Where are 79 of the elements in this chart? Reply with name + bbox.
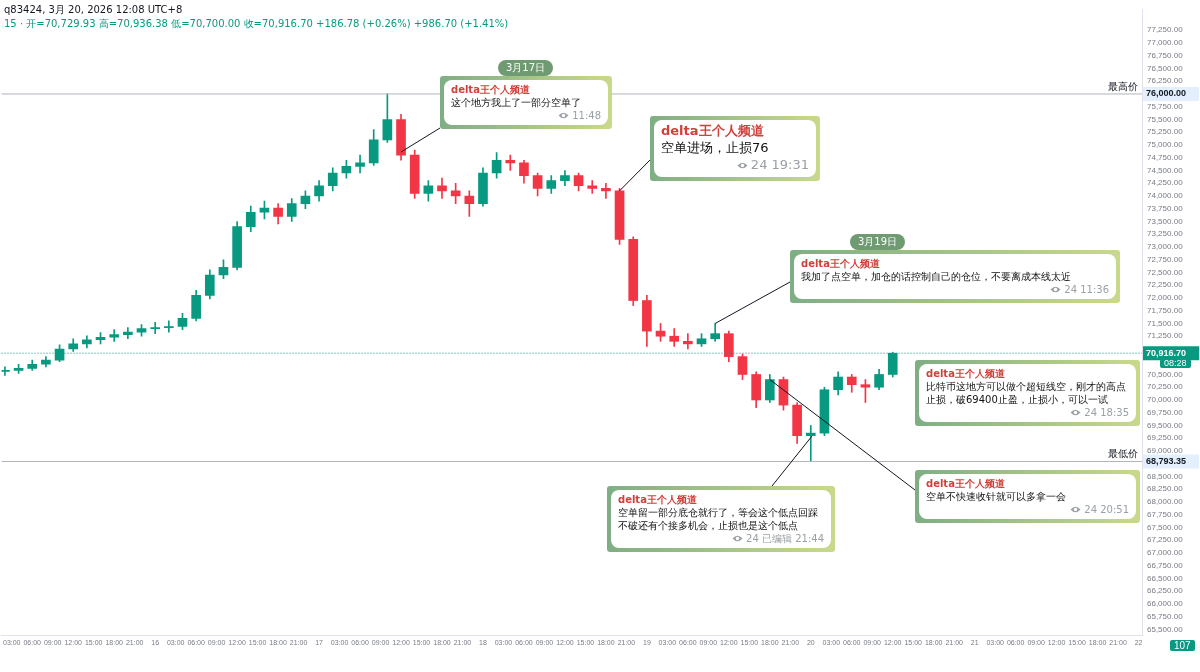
y-tick-label: 74,250.00	[1147, 178, 1184, 188]
chart-title: q83424, 3月 20, 2026 12:08 UTC+8	[4, 3, 183, 17]
y-tick-label: 70,250.00	[1147, 382, 1184, 392]
candlestick	[587, 180, 598, 194]
y-tick-label: 66,250.00	[1147, 586, 1184, 596]
y-tick-label: 69,500.00	[1147, 420, 1184, 430]
y-tick-label: 77,250.00	[1147, 25, 1184, 35]
y-tick-label: 76,250.00	[1147, 76, 1184, 86]
y-tick-label: 69,250.00	[1147, 433, 1184, 443]
y-tick-label: 68,000.00	[1147, 497, 1184, 507]
annotation: 24 18:35	[1084, 406, 1129, 419]
annotation: delta王个人频道	[618, 493, 698, 506]
y-tick-label: 72,500.00	[1147, 267, 1184, 277]
annotation: 24 11:36	[1064, 283, 1109, 296]
y-tick-label: 75,750.00	[1147, 101, 1184, 111]
y-tick-label: 71,750.00	[1147, 305, 1184, 315]
y-tick-label: 70,000.00	[1147, 395, 1184, 405]
text: 76,000.00	[1146, 88, 1187, 99]
annotation: 11:48	[572, 109, 601, 122]
y-tick-label: 67,500.00	[1147, 522, 1184, 532]
annotation: 空单不快速收针就可以多拿一会	[926, 490, 1067, 503]
text: 68,793.35	[1146, 456, 1187, 466]
y-tick-label: 72,000.00	[1147, 293, 1184, 303]
y-tick-label: 68,500.00	[1147, 471, 1184, 481]
y-tick-label: 68,250.00	[1147, 484, 1184, 494]
candlestick	[109, 329, 120, 342]
y-tick-label: 67,000.00	[1147, 548, 1184, 558]
text: 15 · 开=70,729.93 高=70,936.38 低=70,700.00 收=70,916.70 +186.78 (+0.26%) +986.70 (+1.41%)	[4, 17, 509, 31]
y-tick-label: 71,500.00	[1147, 318, 1184, 328]
y-tick-label: 73,750.00	[1147, 203, 1184, 213]
annotation: delta王个人频道	[661, 123, 765, 140]
annotation: 空单进场，止损76	[661, 139, 770, 157]
y-tick-label: 65,750.00	[1147, 611, 1184, 621]
text: 70,916.70	[1146, 347, 1187, 358]
annotation: 3月17日	[498, 60, 554, 76]
y-tick-label: 69,000.00	[1147, 446, 1184, 456]
y-tick-label: 73,500.00	[1147, 216, 1184, 226]
annotation: delta王个人频道	[926, 367, 1006, 380]
candlestick	[355, 154, 365, 174]
text: 107	[1170, 640, 1195, 651]
ref-line-label: 最高价	[1108, 80, 1138, 92]
y-tick-label: 66,750.00	[1147, 560, 1184, 570]
candlestick	[546, 175, 557, 194]
y-tick-label: 71,250.00	[1147, 331, 1184, 341]
y-tick-label: 74,750.00	[1147, 152, 1184, 162]
y-tick-label: 76,500.00	[1147, 63, 1184, 73]
annotation: 比特币这地方可以做个超短线空，刚才的高点止损，破69400止盈，止损小，可以一试	[926, 380, 1127, 406]
annotation: 3月19日	[850, 234, 906, 250]
ref-line-label: 最低价	[1108, 448, 1138, 460]
annotation: delta王个人频道	[801, 257, 881, 270]
y-tick-label: 67,750.00	[1147, 509, 1184, 519]
y-tick-label: 73,000.00	[1147, 242, 1184, 252]
annotation: 24 19:31	[750, 156, 809, 174]
candlestick	[150, 322, 160, 334]
y-tick-label: 65,500.00	[1147, 624, 1184, 634]
y-tick-label: 72,250.00	[1147, 280, 1184, 290]
text: 08:28	[1160, 358, 1191, 368]
y-tick-label: 66,500.00	[1147, 573, 1184, 583]
annotation: delta王个人频道	[451, 83, 531, 96]
annotation: 24 20:51	[1084, 503, 1129, 516]
y-tick-label: 66,000.00	[1147, 599, 1184, 609]
y-tick-label: 75,000.00	[1147, 140, 1184, 150]
y-tick-label: 74,000.00	[1147, 191, 1184, 201]
y-tick-label: 70,500.00	[1147, 369, 1184, 379]
y-tick-label: 67,250.00	[1147, 535, 1184, 545]
y-tick-label: 76,750.00	[1147, 50, 1184, 60]
y-tick-label: 73,250.00	[1147, 229, 1184, 239]
annotation: 这个地方我上了一部分空单了	[451, 96, 582, 109]
y-tick-label: 75,500.00	[1147, 114, 1184, 124]
y-tick-label: 72,750.00	[1147, 254, 1184, 264]
y-tick-label: 77,000.00	[1147, 38, 1184, 48]
annotation: 我加了点空单，加仓的话控制自己的仓位，不要离成本线太近	[801, 270, 1072, 283]
y-tick-label: 75,250.00	[1147, 127, 1184, 137]
y-tick-label: 74,500.00	[1147, 165, 1184, 175]
y-tick-label: 69,750.00	[1147, 407, 1184, 417]
candlestick	[164, 320, 174, 333]
annotation: delta王个人频道	[926, 477, 1006, 490]
annotation: 24 已编辑 21:44	[746, 532, 824, 545]
annotation: 空单留一部分底仓就行了，等会这个低点回踩不破还有个接多机会，止损也是这个低点	[618, 506, 819, 532]
